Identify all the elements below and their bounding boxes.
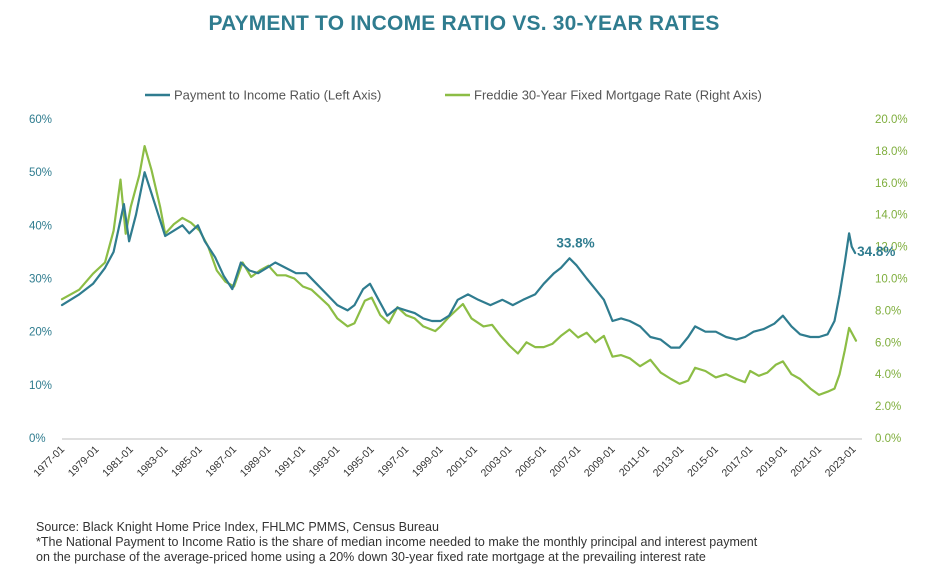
left-axis-tick-label: 20% bbox=[29, 327, 52, 339]
footnote-definition-line-1: *The National Payment to Income Ratio is… bbox=[36, 535, 758, 549]
right-axis-tick-label: 20.0% bbox=[875, 114, 908, 126]
footnote-definition-line-2: on the purchase of the average-priced ho… bbox=[36, 550, 706, 564]
left-axis-tick-label: 60% bbox=[29, 114, 52, 126]
x-axis-tick-label: 2023-01 bbox=[823, 444, 859, 480]
x-axis-tick-label: 1995-01 bbox=[341, 444, 377, 480]
x-axis-tick-label: 1977-01 bbox=[31, 444, 67, 480]
x-axis-tick-label: 2017-01 bbox=[720, 444, 756, 480]
right-axis-tick-label: 16.0% bbox=[875, 178, 908, 190]
x-axis-tick-label: 2001-01 bbox=[444, 444, 480, 480]
x-axis-tick-label: 1981-01 bbox=[100, 444, 136, 480]
x-axis-tick-label: 1985-01 bbox=[169, 444, 205, 480]
footnote: Source: Black Knight Home Price Index, F… bbox=[36, 520, 916, 565]
x-axis-tick-label: 1997-01 bbox=[375, 444, 411, 480]
right-axis-tick-label: 0.0% bbox=[875, 433, 901, 445]
annotation-latest-value: 34.8% bbox=[857, 244, 895, 259]
right-axis-tick-label: 14.0% bbox=[875, 210, 908, 222]
x-axis-tick-label: 1979-01 bbox=[66, 444, 102, 480]
left-axis-tick-label: 10% bbox=[29, 380, 52, 392]
right-axis-tick-label: 2.0% bbox=[875, 401, 901, 413]
x-axis-tick-label: 2005-01 bbox=[513, 444, 549, 480]
x-axis-tick-label: 2013-01 bbox=[651, 444, 687, 480]
x-axis-tick-label: 1993-01 bbox=[307, 444, 343, 480]
legend-label-payment-ratio: Payment to Income Ratio (Left Axis) bbox=[174, 88, 381, 103]
legend-label-mortgage-rate: Freddie 30-Year Fixed Mortgage Rate (Rig… bbox=[474, 88, 762, 103]
x-axis-tick-label: 2011-01 bbox=[617, 444, 652, 479]
x-axis-tick-label: 2007-01 bbox=[548, 444, 584, 480]
left-axis-tick-label: 30% bbox=[29, 274, 52, 286]
x-axis-tick-label: 1989-01 bbox=[238, 444, 274, 480]
right-axis-tick-label: 4.0% bbox=[875, 369, 901, 381]
x-axis-tick-label: 2015-01 bbox=[685, 444, 721, 480]
series-line-mortgage-rate bbox=[60, 145, 858, 396]
chart-title: PAYMENT TO INCOME RATIO VS. 30-YEAR RATE… bbox=[208, 12, 720, 35]
x-axis-tick-label: 1987-01 bbox=[203, 444, 239, 480]
x-axis-tick-label: 2003-01 bbox=[479, 444, 515, 480]
series-line-payment-ratio bbox=[60, 171, 857, 349]
left-axis-tick-label: 50% bbox=[29, 167, 52, 179]
right-axis-tick-label: 6.0% bbox=[875, 337, 901, 349]
annotation-peak-2006: 33.8% bbox=[556, 235, 594, 250]
footnote-source: Source: Black Knight Home Price Index, F… bbox=[36, 520, 439, 534]
x-axis-tick-label: 2021-01 bbox=[788, 444, 824, 480]
left-axis-tick-label: 40% bbox=[29, 220, 52, 232]
right-axis-tick-label: 12.0% bbox=[875, 242, 908, 254]
x-axis-tick-label: 2009-01 bbox=[582, 444, 618, 480]
right-axis-tick-label: 10.0% bbox=[875, 274, 908, 286]
x-axis-tick-label: 1999-01 bbox=[410, 444, 446, 480]
right-axis-tick-label: 18.0% bbox=[875, 146, 908, 158]
right-axis-tick-label: 8.0% bbox=[875, 305, 901, 317]
x-axis-tick-label: 1991-01 bbox=[272, 444, 308, 480]
x-axis-tick-label: 1983-01 bbox=[135, 444, 171, 480]
left-axis-tick-label: 0% bbox=[29, 433, 46, 445]
x-axis-tick-label: 2019-01 bbox=[754, 444, 790, 480]
